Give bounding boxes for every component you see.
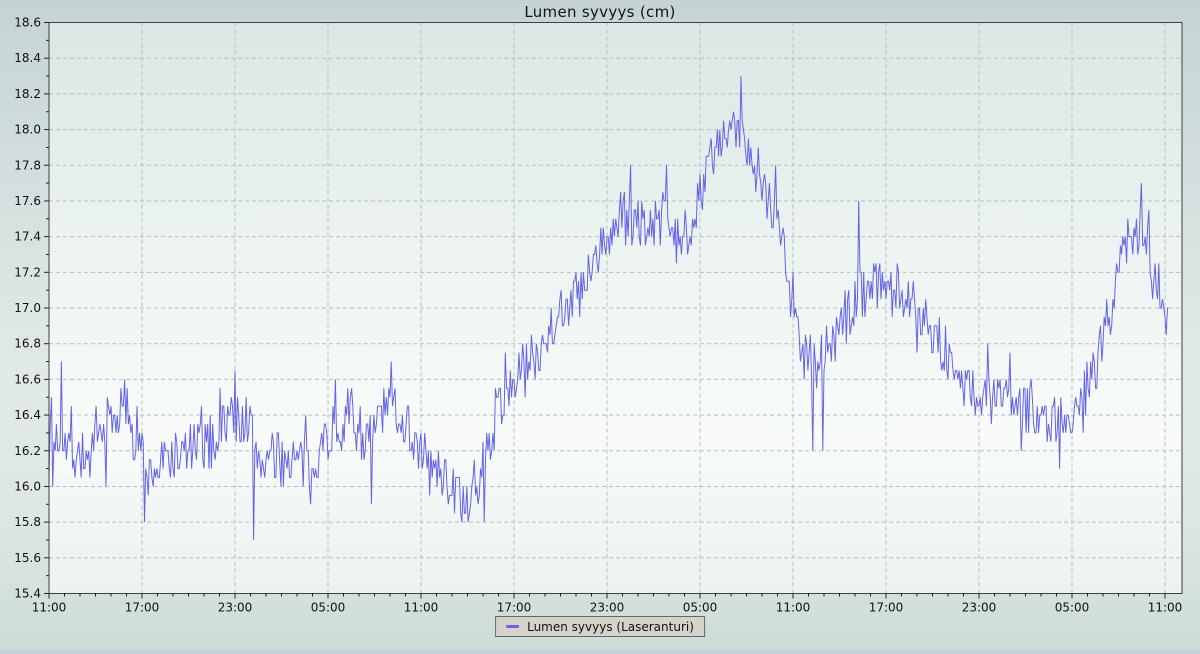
y-tick-label: 17.8 [14,158,41,172]
x-tick-label: 11:00 [776,601,811,615]
plot-background [49,22,1182,594]
y-tick-label: 18.2 [14,87,41,101]
x-tick-label: 23:00 [590,601,625,615]
x-tick-label: 11:00 [32,601,67,615]
legend-series-label: Lumen syvyys (Laseranturi) [527,619,694,634]
chart-legend: Lumen syvyys (Laseranturi) [495,616,705,637]
y-tick-label: 18.4 [14,51,41,65]
y-tick-label: 15.4 [14,587,41,601]
chart-title: Lumen syvyys (cm) [524,3,676,21]
series-line [48,75,1169,541]
x-tick-label: 17:00 [125,601,160,615]
x-tick-label: 11:00 [1148,601,1183,615]
y-tick-label: 15.8 [14,515,41,529]
x-tick-label: 17:00 [497,601,532,615]
y-tick-label: 16.0 [14,479,41,493]
y-tick-label: 16.4 [14,408,41,422]
y-tick-label: 16.2 [14,444,41,458]
y-tick-label: 17.2 [14,265,41,279]
x-tick-label: 05:00 [311,601,346,615]
x-tick-label: 23:00 [962,601,997,615]
x-tick-label: 05:00 [683,601,718,615]
x-tick-label: 05:00 [1055,601,1090,615]
x-tick-label: 23:00 [218,601,253,615]
y-tick-label: 18.0 [14,123,41,137]
legend-line-sample-icon [506,625,520,628]
y-tick-label: 15.6 [14,551,41,565]
x-tick-label: 17:00 [869,601,904,615]
y-tick-label: 17.4 [14,230,41,244]
x-tick-label: 11:00 [404,601,439,615]
y-tick-label: 16.8 [14,337,41,351]
y-tick-label: 17.0 [14,301,41,315]
y-tick-label: 17.6 [14,194,41,208]
y-tick-label: 16.6 [14,372,41,386]
y-tick-label: 18.6 [14,16,41,30]
